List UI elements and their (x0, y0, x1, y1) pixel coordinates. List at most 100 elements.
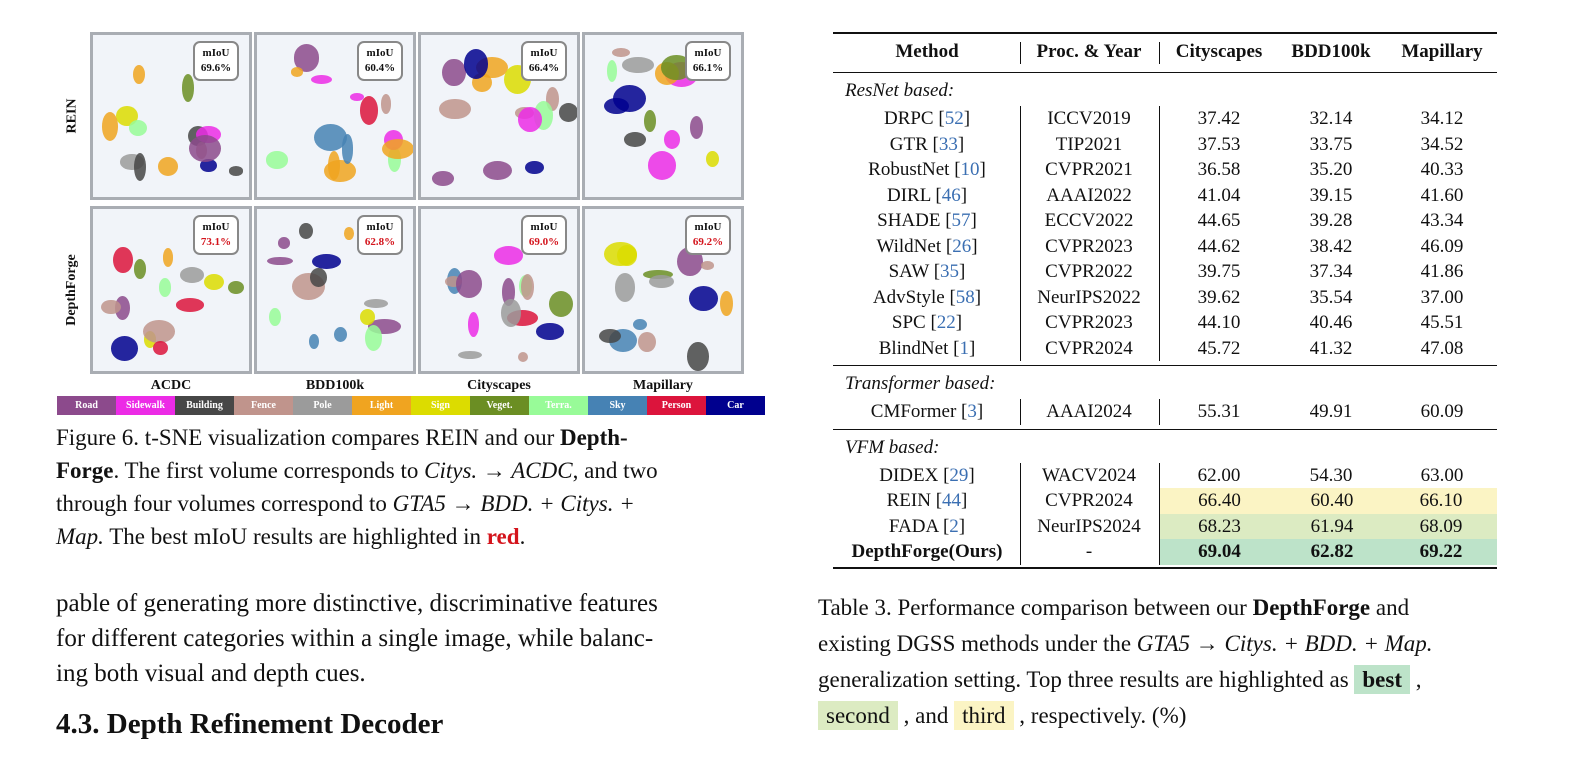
table-cell: CVPR2023 (1045, 235, 1133, 257)
table-cell: 68.23 (1160, 513, 1279, 540)
table-cell: TIP2021 (1055, 133, 1123, 155)
table-cell: CVPR2024 (1045, 337, 1133, 359)
column-separator (1020, 106, 1021, 361)
table-cell: 62.82 (1279, 539, 1385, 565)
col-label-bdd100k: BDD100k (305, 378, 365, 393)
legend-item-pole: Pole (293, 396, 352, 415)
table-cell: 41.04 (1197, 184, 1241, 206)
method-name: CMFormer [3] (870, 401, 984, 422)
cluster-blob (313, 123, 347, 152)
cluster-blob (158, 278, 172, 298)
cluster-blob (310, 268, 327, 287)
cluster-blob (689, 286, 719, 311)
cluster-blob (687, 341, 709, 371)
cluster-blob (500, 298, 522, 327)
cluster-blob (341, 134, 354, 164)
method-name: GTR [33] (889, 133, 965, 155)
miou-value: 69.2% (692, 236, 724, 248)
table-rule (833, 32, 1497, 34)
cluster-blob (343, 227, 355, 241)
miou-label: mIoU (530, 221, 558, 233)
table-cell: 33.75 (1309, 133, 1353, 155)
cluster-blob (113, 246, 133, 274)
miou-label: mIoU (694, 47, 722, 59)
cluster-blob (637, 331, 657, 353)
cluster-blob (180, 267, 205, 283)
table-cell: 35.54 (1309, 286, 1353, 308)
class-legend: Road Sidewalk Building Fence Pole Light Sign Ve… (57, 396, 765, 415)
cluster-blob (269, 307, 282, 327)
method-name: DIRL [46] (886, 184, 968, 206)
table-cell: 69.22 (1385, 539, 1497, 565)
miou-value: 66.1% (692, 62, 724, 74)
method-name: BlindNet [1] (878, 337, 976, 359)
method-name: RobustNet [10] (868, 159, 986, 180)
table-cell: 44.65 (1197, 210, 1241, 231)
method-name: SAW [35] (888, 261, 966, 282)
cluster-blob (381, 138, 413, 159)
row-label-rein: REIN (64, 98, 80, 134)
table-cell: 66.40 (1160, 488, 1279, 514)
cluster-blob (228, 166, 243, 176)
cluster-blob (701, 261, 715, 270)
miou-label: mIoU (694, 221, 722, 233)
miou-box: mIoU 69.6% (193, 41, 239, 81)
cluster-blob (633, 319, 648, 331)
cluster-blob (720, 291, 733, 317)
table-cell: WACV2024 (1042, 464, 1136, 486)
method-name: SHADE [57] (877, 210, 977, 231)
method-name: FADA [2] (888, 515, 966, 537)
miou-value: 62.8% (364, 236, 396, 248)
table-row: WildNet [26] CVPR2023 44.62 38.42 46.09 (833, 234, 1497, 260)
cluster-blob (143, 319, 175, 343)
table-row: RobustNet [10] CVPR2021 36.58 35.20 40.33 (833, 157, 1497, 183)
method-name: AdvStyle [58] (872, 286, 982, 308)
cluster-blob (299, 222, 313, 239)
cluster-blob (111, 336, 139, 362)
cluster-blob (157, 157, 179, 177)
cluster-blob (467, 311, 480, 338)
table-cell: 55.31 (1197, 401, 1241, 422)
tsne-panel-rein-bdd100k: mIoU 60.4% (254, 32, 416, 200)
column-separator (1159, 399, 1160, 425)
table-row: SPC [22] CVPR2023 44.10 40.46 45.51 (833, 310, 1497, 336)
tsne-figure: REIN DepthForge mIoU 69.6% mIoU 60.4% mIoU 66… (57, 32, 765, 424)
cluster-blob (493, 246, 523, 265)
cluster-blob (133, 65, 146, 85)
table-cell: Proc. & Year (1036, 41, 1142, 62)
tsne-panel-rein-acdc: mIoU 69.6% (90, 32, 252, 200)
table-cell: 36.58 (1197, 159, 1241, 180)
table-cell: 37.34 (1309, 261, 1353, 282)
legend-item-person: Person (647, 396, 706, 415)
table-cell: 61.94 (1279, 513, 1385, 540)
method-name: WildNet [26] (876, 235, 978, 257)
column-separator (1159, 462, 1160, 565)
miou-box: mIoU 66.4% (521, 41, 567, 81)
table-cell: BDD100k (1291, 41, 1371, 62)
method-name: SPC [22] (891, 312, 963, 333)
table-row: DRPC [52] ICCV2019 37.42 32.14 34.12 (833, 106, 1497, 132)
table-cell: 62.00 (1197, 464, 1241, 486)
cluster-blob (614, 273, 636, 302)
column-separator (1159, 42, 1160, 64)
miou-box: mIoU 60.4% (357, 41, 403, 81)
table-cell: 47.08 (1420, 337, 1464, 359)
table-cell: 34.12 (1420, 108, 1464, 129)
method-name: REIN [44] (886, 490, 968, 511)
cluster-blob (648, 274, 674, 289)
cluster-blob (310, 74, 333, 85)
legend-item-light: Light (352, 396, 411, 415)
table-cell: CVPR2023 (1045, 312, 1133, 333)
legend-item-car: Car (706, 396, 765, 415)
table-row: REIN [44] CVPR2024 66.40 60.40 66.10 (833, 488, 1497, 514)
cluster-blob (444, 275, 462, 287)
table-cell: Mapillary (1401, 41, 1483, 62)
table-cell: 37.42 (1197, 108, 1241, 129)
cluster-blob (189, 134, 222, 162)
table-cell: 39.75 (1197, 261, 1241, 282)
table-cell: 49.91 (1309, 401, 1353, 422)
cluster-blob (278, 237, 290, 249)
table-cell: CVPR2022 (1045, 261, 1133, 282)
table-row: DIRL [46] AAAI2022 41.04 39.15 41.60 (833, 183, 1497, 209)
miou-label: mIoU (366, 47, 394, 59)
